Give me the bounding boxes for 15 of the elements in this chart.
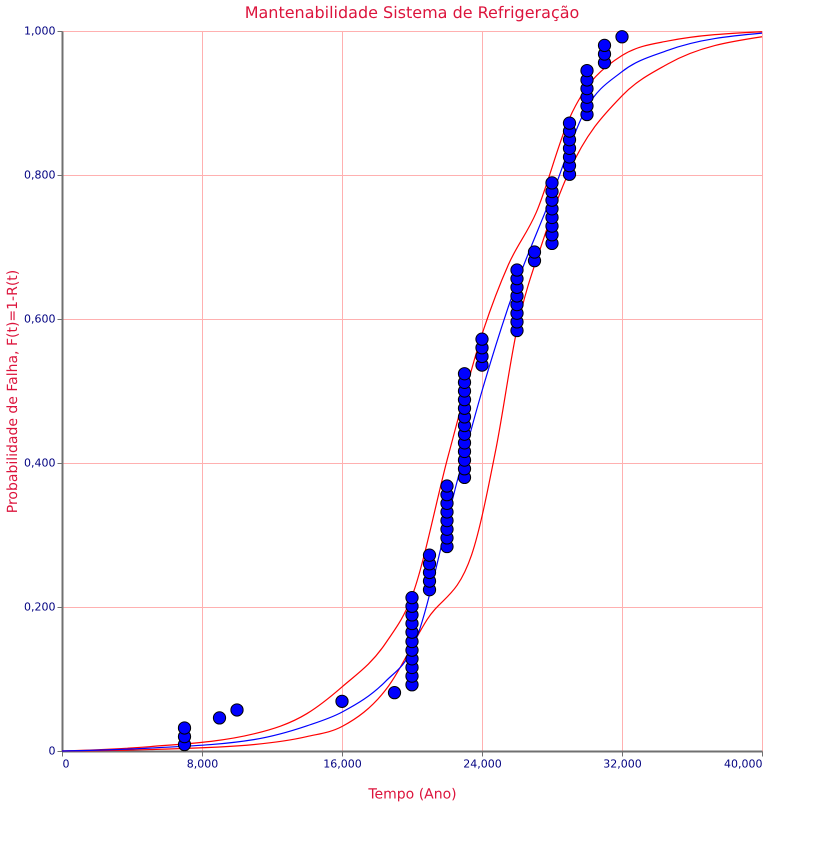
- x-tick-label: 40,000: [724, 758, 762, 770]
- x-tick-label: 8,000: [186, 758, 218, 770]
- x-tick-label: 16,000: [323, 758, 362, 770]
- x-axis-title: Tempo (Ano): [367, 786, 457, 802]
- y-tick-label: 0,200: [24, 600, 56, 614]
- y-tick-label: 0: [48, 744, 56, 758]
- y-tick-label: 0,600: [24, 312, 56, 326]
- y-tick-label: 1,000: [24, 24, 56, 38]
- x-tick-label: 0: [62, 758, 70, 770]
- x-tick-label: 32,000: [603, 758, 642, 770]
- y-tick-label: 0,800: [24, 168, 56, 182]
- y-axis-title: Probabilidade de Falha, F(t)=1-R(t): [5, 270, 22, 514]
- x-tick-label: 24,000: [463, 758, 502, 770]
- y-tick-label: 0,400: [24, 456, 56, 470]
- chart-title: Mantenabilidade Sistema de Refrigeração: [244, 3, 580, 22]
